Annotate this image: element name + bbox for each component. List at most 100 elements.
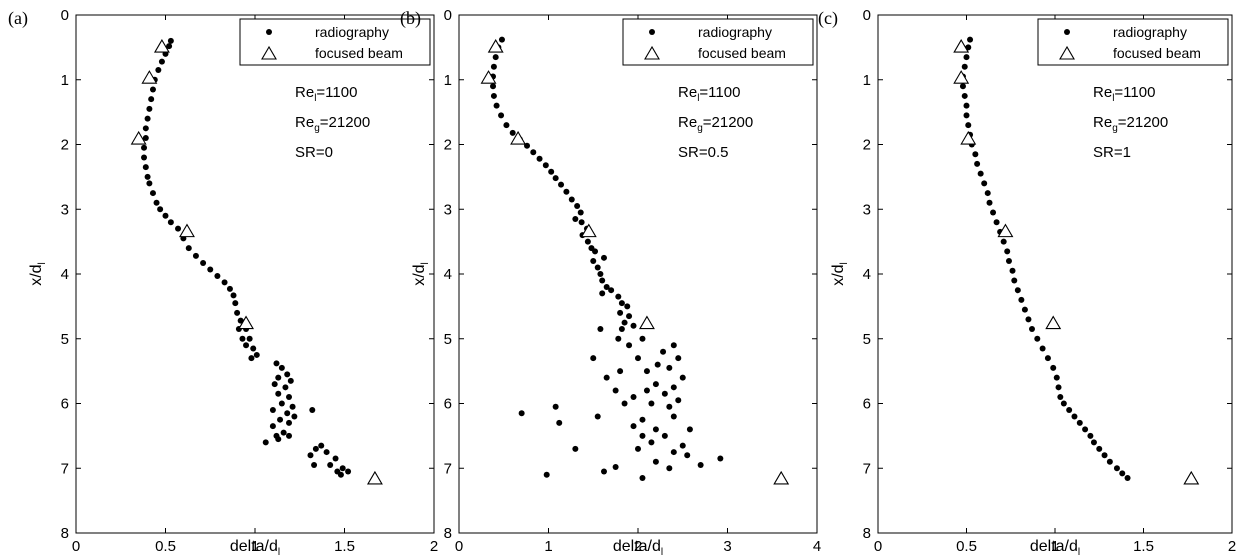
x-tick-label: 3 bbox=[723, 538, 731, 555]
radiography-point bbox=[621, 319, 628, 326]
radiography-point bbox=[1004, 248, 1011, 255]
radiography-point bbox=[590, 355, 597, 362]
legend-triangle-marker bbox=[1059, 45, 1075, 60]
y-tick-label: 5 bbox=[61, 331, 69, 348]
radiography-point bbox=[284, 410, 291, 417]
focused-beam-point bbox=[480, 70, 497, 84]
radiography-point bbox=[597, 271, 604, 277]
y-tick-label: 1 bbox=[61, 72, 69, 89]
radiography-point bbox=[273, 360, 280, 367]
y-tick-label: 2 bbox=[444, 137, 452, 154]
legend-entry-focused-beam: focused beam bbox=[698, 45, 786, 61]
radiography-point bbox=[679, 442, 686, 449]
radiography-point bbox=[615, 293, 622, 300]
radiography-point bbox=[327, 462, 334, 469]
radiography-point bbox=[307, 452, 314, 459]
radiography-point bbox=[141, 154, 148, 161]
radiography-point bbox=[1060, 400, 1067, 407]
radiography-point bbox=[503, 122, 510, 129]
radiography-point bbox=[670, 449, 677, 456]
legend-entry-radiography: radiography bbox=[315, 24, 389, 40]
panel-b: 0 1 2 3 4 0 1 2 3 4 5 6 7 8 delta/dl x/dl (b) radiography… bbox=[400, 7, 821, 558]
radiography-point bbox=[961, 92, 968, 99]
radiography-point bbox=[639, 474, 646, 481]
radiography-point bbox=[574, 203, 581, 210]
panel-c: 0 0.5 1 1.5 2 0 1 2 3 4 5 6 7 8 delta/dl x/dl (c) radiogr… bbox=[818, 7, 1236, 558]
focused-beam-point bbox=[179, 223, 195, 238]
y-tick-label: 3 bbox=[444, 201, 452, 218]
x-tick-label: 1 bbox=[1051, 538, 1059, 555]
annotation-text: Rel=1100 bbox=[1093, 84, 1155, 104]
radiography-point bbox=[311, 462, 318, 469]
y-axis-label: x/dl bbox=[411, 262, 431, 286]
radiography-point bbox=[686, 426, 693, 433]
y-tick-label: 7 bbox=[863, 460, 871, 477]
focused-beam-point bbox=[366, 470, 383, 485]
radiography-point bbox=[142, 164, 149, 171]
radiography-point bbox=[552, 175, 559, 182]
plot-frame bbox=[75, 14, 435, 534]
radiography-point bbox=[603, 374, 610, 381]
focused-beam-point bbox=[953, 70, 970, 84]
radiography-point bbox=[1096, 445, 1103, 452]
radiography-point bbox=[618, 326, 625, 333]
radiography-point bbox=[670, 413, 677, 420]
radiography-point bbox=[1009, 267, 1016, 274]
radiography-point bbox=[287, 377, 294, 384]
radiography-point bbox=[615, 335, 622, 342]
radiography-point bbox=[572, 215, 579, 222]
radiography-point bbox=[291, 413, 298, 420]
y-tick-label: 6 bbox=[444, 396, 452, 413]
radiography-point bbox=[1011, 277, 1018, 284]
y-axis-label: x/dl bbox=[28, 262, 48, 286]
radiography-point bbox=[536, 155, 543, 162]
radiography-point bbox=[518, 410, 525, 417]
focused-beam-point bbox=[773, 470, 790, 485]
radiography-point bbox=[584, 238, 591, 245]
radiography-point bbox=[239, 335, 246, 342]
radiography-point bbox=[717, 455, 724, 462]
radiography-point bbox=[643, 387, 650, 394]
radiography-point bbox=[493, 102, 500, 109]
x-tick-label: 0 bbox=[455, 538, 463, 555]
y-tick-label: 4 bbox=[863, 266, 871, 283]
radiography-point bbox=[246, 335, 253, 342]
radiography-point bbox=[961, 63, 968, 70]
radiography-point bbox=[578, 219, 585, 226]
panel-a: 0 0.5 1 1.5 2 0 1 2 3 4 5 6 7 8 delta/dl x/dl (a) radiogr… bbox=[8, 7, 438, 558]
y-tick-label: 5 bbox=[863, 331, 871, 348]
radiography-point bbox=[660, 348, 667, 355]
radiography-point bbox=[1066, 406, 1073, 413]
legend-entry-focused-beam: focused beam bbox=[315, 45, 403, 61]
focused-beam-point bbox=[487, 38, 504, 53]
radiography-point bbox=[990, 209, 997, 216]
y-tick-label: 7 bbox=[61, 460, 69, 477]
radiography-point bbox=[621, 400, 628, 407]
radiography-point bbox=[612, 463, 619, 470]
radiography-point bbox=[648, 400, 655, 407]
radiography-point bbox=[639, 335, 646, 342]
radiography-point bbox=[1000, 238, 1007, 245]
radiography-point bbox=[1087, 432, 1094, 439]
radiography-point bbox=[167, 219, 174, 226]
radiography-point bbox=[1050, 364, 1057, 371]
radiography-point bbox=[666, 403, 673, 410]
legend-triangle-marker bbox=[261, 45, 277, 60]
radiography-point bbox=[592, 248, 599, 255]
y-tick-label: 4 bbox=[61, 266, 69, 283]
radiography-point bbox=[594, 413, 601, 420]
annotation-text: SR=0.5 bbox=[678, 144, 728, 161]
y-tick-label: 2 bbox=[61, 137, 69, 154]
radiography-point bbox=[323, 449, 330, 456]
radiography-point bbox=[639, 416, 646, 423]
radiography-point bbox=[572, 445, 579, 452]
radiography-point bbox=[635, 445, 641, 452]
radiography-point bbox=[568, 196, 575, 203]
radiography-point bbox=[221, 279, 228, 286]
x-tick-label: 0.5 bbox=[155, 538, 176, 555]
annotation-text: Reg=21200 bbox=[295, 114, 370, 134]
radiography-point bbox=[599, 290, 606, 297]
radiography-point bbox=[630, 394, 637, 401]
radiography-point bbox=[1124, 474, 1131, 481]
focused-beam-point bbox=[1045, 315, 1062, 330]
